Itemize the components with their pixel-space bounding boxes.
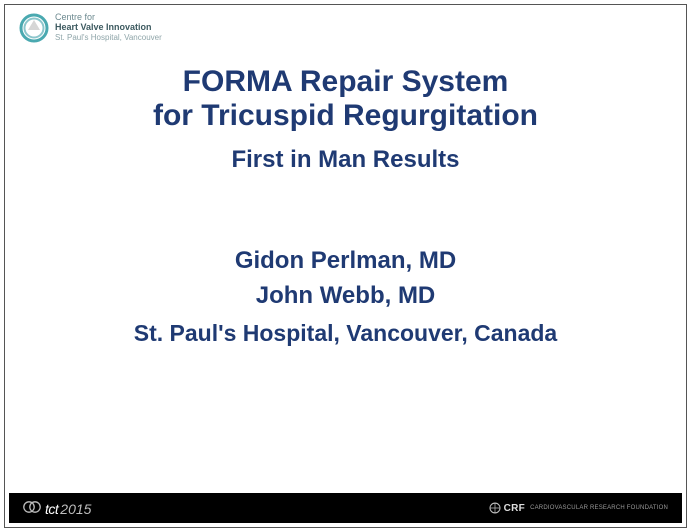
logo-line2: Heart Valve Innovation: [55, 23, 162, 33]
title-line-2: for Tricuspid Regurgitation: [35, 99, 656, 133]
tct-rings-icon: [23, 500, 41, 514]
authors-block: Gidon Perlman, MD John Webb, MD St. Paul…: [35, 244, 656, 347]
crf-globe-icon: [489, 502, 501, 514]
logo-line3: St. Paul's Hospital, Vancouver: [55, 34, 162, 43]
header-logo: Centre for Heart Valve Innovation St. Pa…: [19, 13, 162, 43]
footer-crf-sub: CARDIOVASCULAR RESEARCH FOUNDATION: [530, 505, 668, 511]
slide-content: FORMA Repair System for Tricuspid Regurg…: [5, 65, 686, 347]
subtitle: First in Man Results: [35, 146, 656, 174]
footer-left-logo: tct 2015: [23, 500, 91, 517]
footer-right-logo: CRF CARDIOVASCULAR RESEARCH FOUNDATION: [489, 502, 668, 514]
author-2: John Webb, MD: [35, 279, 656, 314]
author-1: Gidon Perlman, MD: [35, 244, 656, 279]
title-line-1: FORMA Repair System: [35, 65, 656, 99]
affiliation: St. Paul's Hospital, Vancouver, Canada: [35, 320, 656, 347]
slide-frame: Centre for Heart Valve Innovation St. Pa…: [4, 4, 687, 528]
footer-tct-text: tct: [45, 501, 58, 517]
footer-crf-label: CRF: [504, 503, 525, 514]
footer-year-text: 2015: [60, 501, 91, 517]
header-logo-text: Centre for Heart Valve Innovation St. Pa…: [55, 13, 162, 43]
footer-bar: tct 2015 CRF CARDIOVASCULAR RESEARCH FOU…: [9, 493, 682, 523]
valve-ring-logo-icon: [19, 13, 49, 43]
